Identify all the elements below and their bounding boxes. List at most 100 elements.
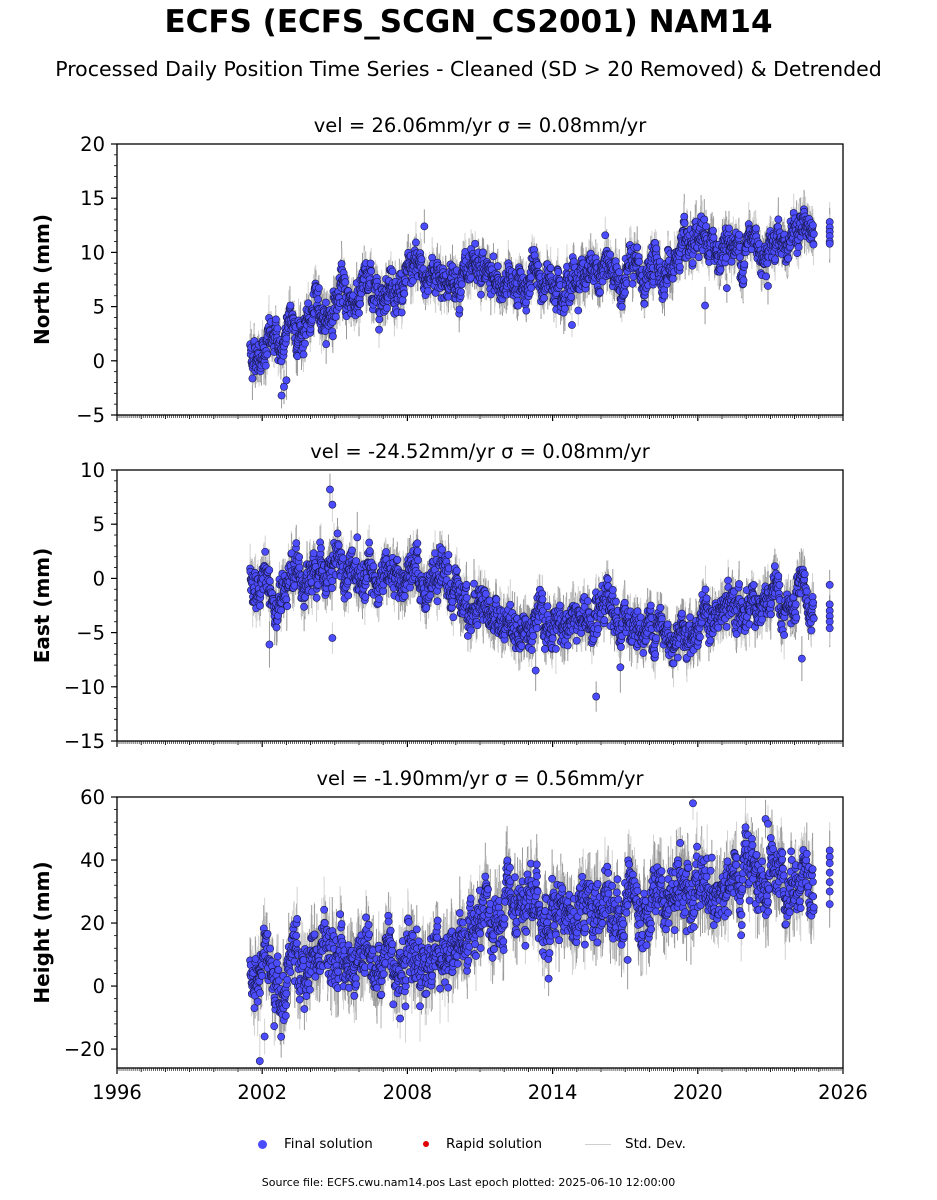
north-data-point (774, 215, 783, 224)
north-data-point (328, 332, 337, 341)
north-data-point (601, 231, 610, 240)
north-data-point (762, 272, 771, 281)
north-data-point (640, 300, 649, 308)
north-data-point (560, 304, 569, 313)
north-data-point (282, 376, 291, 385)
y-tick-label: 5 (93, 296, 105, 319)
north-data-point (825, 239, 834, 248)
north-data-point (739, 276, 748, 285)
north-data-point (286, 301, 295, 310)
north-data-point (633, 243, 642, 252)
y-tick-label: 20 (80, 133, 105, 156)
north-data-point (412, 238, 420, 247)
north-data-point (314, 295, 322, 304)
chart-title: ECFS (ECFS_SCGN_CS2001) NAM14 (164, 4, 773, 40)
north-data-point (280, 382, 288, 391)
north-data-point (489, 252, 498, 261)
north-data-point (808, 221, 817, 230)
north-data-point (455, 305, 464, 314)
north-data-point (355, 309, 363, 317)
north-data-point (702, 222, 710, 231)
north-data-point (596, 288, 604, 297)
north-data-point (534, 261, 543, 269)
north-data-point (397, 308, 406, 317)
chart-subtitle: Processed Daily Position Time Series - C… (55, 57, 882, 81)
north-data-point (398, 296, 407, 304)
north-data-point (809, 230, 818, 238)
north-data-point (763, 259, 772, 268)
north-data-point (735, 230, 744, 239)
north-data-point (727, 257, 736, 266)
north-data-point (635, 257, 643, 266)
north-data-point (740, 260, 749, 269)
north-data-point (261, 361, 270, 370)
north-data-point (493, 262, 502, 271)
time-series-chart: −5 0 5 10 15 20 vel = 26.06mm/yr σ = 0.08mm/yr… (30, 114, 868, 1104)
y-tick-label: −5 (76, 404, 105, 427)
north-data-point (554, 267, 563, 276)
north-data-point (375, 325, 383, 334)
north-y-axis-label: North (mm) (30, 214, 54, 345)
north-data-point (272, 315, 280, 324)
north-data-point (356, 299, 365, 308)
north-data-point (701, 301, 709, 310)
north-data-point (615, 268, 624, 277)
north-data-point (409, 276, 417, 285)
north-data-point (546, 264, 555, 272)
north-data-point (301, 339, 309, 348)
north-data-point (417, 255, 426, 264)
y-tick-label: 0 (93, 350, 105, 373)
north-data-point (771, 255, 780, 264)
north-data-point (400, 289, 409, 298)
north-data-point (709, 233, 718, 242)
north-data-point (669, 274, 677, 283)
north-data-point (617, 302, 626, 311)
north-data-point (420, 222, 429, 231)
north-data-point (709, 226, 717, 235)
north-data-point (700, 215, 709, 224)
north-data-point (809, 240, 818, 249)
panel-north: −5 0 5 10 15 20 vel = 26.06mm/yr σ = 0.08mm/yr… (30, 114, 844, 427)
north-data-point (652, 244, 661, 253)
north-data-point (479, 248, 487, 257)
north-data-point (722, 284, 731, 293)
north-data-point (367, 267, 376, 276)
north-data-point (322, 340, 331, 348)
north-data-point (457, 280, 466, 289)
north-data-point (725, 224, 733, 233)
north-data-point (694, 253, 703, 262)
y-tick-label: 10 (80, 241, 105, 264)
north-data-point (477, 290, 485, 299)
north-data-point (514, 301, 523, 310)
north-data-point (784, 254, 793, 263)
north-data-point (366, 259, 375, 268)
north-data-point (675, 263, 684, 271)
north-data-point (621, 288, 629, 297)
north-data-point (321, 298, 330, 307)
north-data-point (299, 350, 308, 359)
north-data-point (388, 267, 397, 276)
north-data-point (716, 265, 725, 274)
east-series (246, 473, 834, 712)
north-data-point (457, 287, 465, 296)
north-data-point (382, 304, 391, 312)
north-data-point (263, 350, 272, 359)
north-data-point (628, 279, 637, 288)
north-data-point (567, 293, 576, 301)
north-data-point (315, 284, 323, 292)
north-points (246, 205, 834, 400)
north-data-point (424, 287, 433, 296)
y-tick-label: 15 (80, 187, 105, 210)
north-data-point (527, 273, 535, 282)
north-data-point (680, 219, 689, 228)
north-data-point (273, 324, 282, 333)
north-data-point (568, 321, 576, 329)
north-data-point (341, 278, 350, 287)
north-data-point (331, 312, 340, 321)
north-data-point (540, 294, 548, 303)
north-data-point (606, 250, 615, 259)
north-data-point (471, 239, 480, 248)
north-data-point (248, 374, 257, 383)
north-data-point (277, 391, 286, 400)
